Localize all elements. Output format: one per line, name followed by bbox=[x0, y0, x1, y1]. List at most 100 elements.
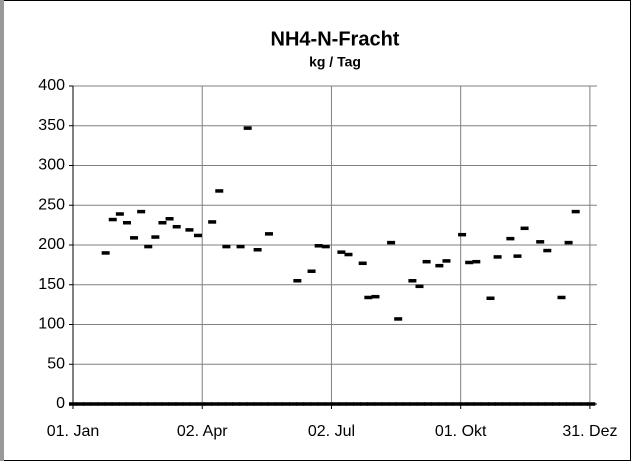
marker bbox=[452, 402, 461, 406]
marker bbox=[395, 402, 404, 406]
marker bbox=[97, 402, 106, 406]
marker bbox=[137, 209, 146, 214]
marker bbox=[394, 317, 403, 321]
marker bbox=[438, 402, 447, 406]
marker bbox=[520, 226, 529, 231]
marker bbox=[367, 402, 376, 406]
marker bbox=[158, 220, 167, 225]
marker bbox=[445, 402, 454, 406]
marker bbox=[218, 402, 227, 406]
marker bbox=[587, 402, 596, 406]
marker bbox=[147, 402, 156, 406]
marker bbox=[239, 402, 248, 406]
marker bbox=[125, 402, 134, 406]
marker bbox=[317, 402, 326, 406]
marker bbox=[243, 126, 252, 130]
marker bbox=[289, 402, 298, 406]
marker bbox=[465, 260, 474, 265]
marker bbox=[409, 402, 418, 406]
chart-title: NH4-N-Fracht bbox=[271, 28, 400, 50]
marker bbox=[165, 217, 174, 221]
marker bbox=[246, 402, 255, 406]
marker bbox=[543, 248, 552, 253]
marker bbox=[168, 402, 177, 406]
marker bbox=[571, 209, 580, 214]
marker bbox=[381, 402, 390, 406]
marker bbox=[431, 402, 440, 406]
marker bbox=[151, 235, 160, 239]
marker bbox=[193, 233, 202, 238]
marker bbox=[314, 244, 323, 248]
x-tick-label: 01. Okt bbox=[435, 423, 487, 440]
marker bbox=[371, 294, 380, 299]
marker bbox=[282, 402, 291, 406]
marker bbox=[307, 269, 316, 273]
marker bbox=[104, 402, 113, 406]
marker bbox=[493, 255, 502, 259]
marker bbox=[196, 402, 205, 406]
marker bbox=[253, 248, 262, 252]
marker bbox=[435, 263, 444, 268]
marker bbox=[303, 402, 312, 406]
y-tick-label: 200 bbox=[38, 236, 65, 253]
marker bbox=[360, 402, 369, 406]
y-tick-label: 350 bbox=[38, 117, 65, 134]
marker bbox=[472, 259, 481, 264]
marker bbox=[402, 402, 411, 406]
marker bbox=[551, 402, 560, 406]
left-edge bbox=[0, 0, 4, 461]
marker bbox=[530, 402, 539, 406]
marker bbox=[331, 402, 340, 406]
marker bbox=[387, 240, 396, 245]
marker bbox=[253, 402, 262, 406]
marker bbox=[69, 402, 77, 406]
marker bbox=[182, 402, 191, 406]
y-tick-label: 250 bbox=[38, 196, 65, 213]
marker bbox=[236, 244, 245, 249]
marker bbox=[502, 402, 511, 406]
marker bbox=[321, 244, 330, 249]
marker bbox=[537, 402, 546, 406]
marker bbox=[172, 224, 181, 229]
marker bbox=[458, 232, 467, 237]
y-tick-label: 100 bbox=[38, 316, 65, 333]
marker bbox=[416, 402, 425, 406]
marker bbox=[76, 402, 85, 406]
x-tick-label: 31. Dez bbox=[562, 423, 617, 440]
marker bbox=[154, 402, 163, 406]
marker bbox=[90, 402, 99, 406]
marker bbox=[557, 295, 566, 300]
y-tick-label: 400 bbox=[38, 77, 65, 94]
y-tick-label: 300 bbox=[38, 157, 65, 174]
marker bbox=[130, 236, 139, 240]
marker bbox=[364, 295, 373, 300]
marker bbox=[523, 402, 532, 406]
marker bbox=[566, 402, 575, 406]
marker bbox=[203, 402, 212, 406]
marker bbox=[338, 402, 347, 406]
marker bbox=[293, 279, 302, 283]
marker bbox=[267, 402, 276, 406]
marker bbox=[573, 402, 582, 406]
chart-subtitle: kg / Tag bbox=[309, 54, 361, 70]
marker bbox=[222, 244, 231, 249]
marker bbox=[264, 232, 273, 236]
marker bbox=[215, 189, 224, 193]
marker bbox=[140, 402, 149, 406]
marker bbox=[388, 402, 397, 406]
y-tick-label: 50 bbox=[47, 355, 65, 372]
marker bbox=[544, 402, 553, 406]
y-tick-label: 0 bbox=[56, 395, 65, 412]
marker bbox=[424, 402, 433, 406]
marker bbox=[466, 402, 475, 406]
marker bbox=[296, 402, 305, 406]
marker bbox=[486, 296, 495, 301]
marker bbox=[185, 228, 194, 232]
marker bbox=[211, 402, 220, 406]
marker bbox=[513, 254, 522, 258]
marker bbox=[358, 261, 367, 266]
marker bbox=[101, 251, 110, 255]
marker bbox=[111, 402, 120, 406]
